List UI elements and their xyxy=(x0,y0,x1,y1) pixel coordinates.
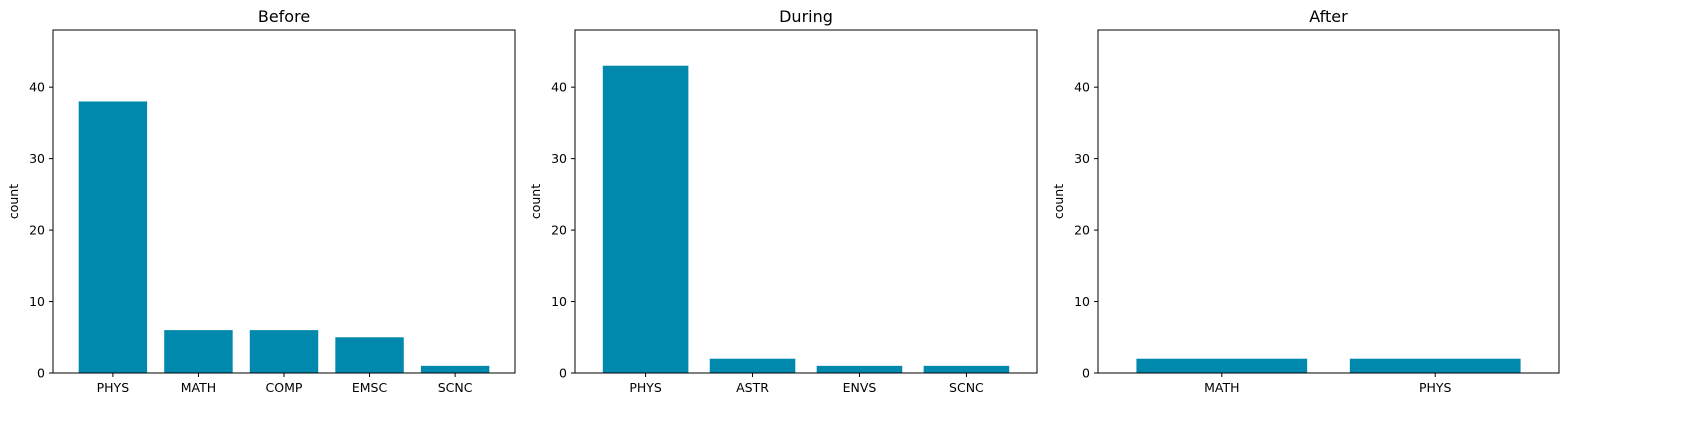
x-tick-label-scnc: SCNC xyxy=(438,380,473,395)
x-tick-label-scnc: SCNC xyxy=(949,380,984,395)
y-tick-label: 30 xyxy=(551,151,567,166)
x-tick-label-envs: ENVS xyxy=(843,380,877,395)
y-tick-label: 20 xyxy=(1074,223,1090,238)
plot-frame xyxy=(574,29,1038,374)
x-tick-label-math: MATH xyxy=(1204,380,1239,395)
bar-comp xyxy=(249,330,319,374)
bar-math xyxy=(164,330,233,374)
y-axis-label: count xyxy=(6,184,21,219)
chart-title: Before xyxy=(258,7,310,26)
y-tick-label: 0 xyxy=(559,366,567,381)
bar-phys xyxy=(78,101,148,374)
chart-title: During xyxy=(779,7,833,26)
y-tick-label: 0 xyxy=(1082,366,1090,381)
y-tick-label: 20 xyxy=(551,223,567,238)
y-tick-label: 30 xyxy=(1074,151,1090,166)
y-tick-label: 0 xyxy=(37,366,45,381)
bar-math xyxy=(1136,358,1308,373)
x-tick-label-phys: PHYS xyxy=(97,380,130,395)
bar-phys xyxy=(1349,358,1521,373)
y-tick-label: 20 xyxy=(29,223,45,238)
y-tick-label: 40 xyxy=(551,80,567,95)
bar-phys xyxy=(602,65,689,373)
y-tick-label: 10 xyxy=(29,294,45,309)
x-tick-label-phys: PHYS xyxy=(1419,380,1452,395)
x-tick-label-math: MATH xyxy=(181,380,216,395)
bar-astr xyxy=(709,358,796,373)
y-tick-label: 40 xyxy=(29,80,45,95)
x-tick-label-astr: ASTR xyxy=(736,380,769,395)
chart-title: After xyxy=(1309,7,1348,26)
bar-scnc xyxy=(923,365,1010,373)
y-tick-label: 10 xyxy=(551,294,567,309)
x-tick-label-phys: PHYS xyxy=(629,380,662,395)
y-axis-label: count xyxy=(528,184,543,219)
y-tick-label: 10 xyxy=(1074,294,1090,309)
x-tick-label-emsc: EMSC xyxy=(352,380,388,395)
plot-frame xyxy=(1097,29,1560,374)
y-tick-label: 40 xyxy=(1074,80,1090,95)
bar-envs xyxy=(816,365,903,373)
bar-scnc xyxy=(420,365,490,373)
bar-emsc xyxy=(335,337,404,373)
x-tick-label-comp: COMP xyxy=(266,380,303,395)
y-axis-label: count xyxy=(1051,184,1066,219)
y-tick-label: 30 xyxy=(29,151,45,166)
